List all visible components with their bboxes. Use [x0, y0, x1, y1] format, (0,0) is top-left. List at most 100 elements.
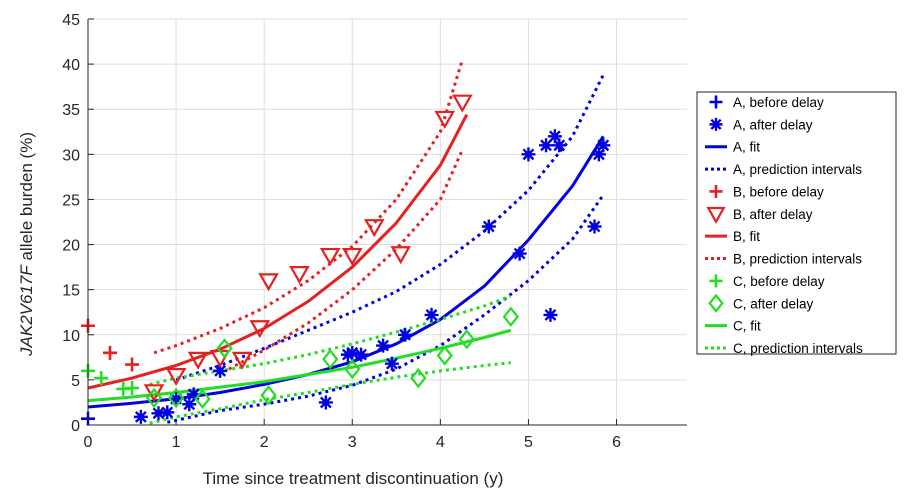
- data-point: [249, 320, 271, 339]
- data-point: [194, 388, 211, 409]
- legend-item: A, before delay: [709, 95, 824, 110]
- prediction-interval-lower: [149, 361, 511, 425]
- legend-label: A, prediction intervals: [733, 162, 862, 177]
- data-point: [341, 247, 363, 266]
- legend-item: B, after delay: [706, 206, 813, 224]
- data-point: [145, 387, 163, 409]
- legend-label: C, fit: [733, 319, 761, 334]
- data-point: [539, 138, 554, 153]
- legend-item: A, prediction intervals: [705, 162, 862, 177]
- data-point: [552, 138, 567, 153]
- data-point: [502, 306, 519, 327]
- data-point: [410, 367, 427, 389]
- legend-swatch: [709, 117, 723, 131]
- legend-item: B, prediction intervals: [705, 252, 862, 267]
- y-tick-label: 35: [62, 102, 80, 119]
- legend-item: B, fit: [705, 229, 760, 244]
- data-point: [182, 397, 197, 412]
- legend-item: C, fit: [705, 319, 761, 334]
- legend-swatch: [706, 206, 726, 224]
- legend-swatch: [709, 274, 723, 288]
- data-point: [289, 266, 310, 285]
- y-axis-label-rest: allele burden (%): [17, 132, 36, 265]
- data-point: [318, 395, 333, 410]
- data-point: [213, 363, 228, 378]
- data-point: [376, 338, 391, 353]
- data-point: [481, 219, 496, 234]
- data-point: [398, 327, 413, 342]
- legend-label: A, fit: [733, 140, 760, 155]
- data-point: [354, 347, 369, 362]
- prediction-interval-lower: [166, 194, 605, 424]
- data-point: [436, 345, 453, 366]
- data-point: [596, 138, 611, 153]
- data-point: [169, 391, 184, 406]
- y-tick-label: 15: [62, 283, 80, 300]
- x-tick-label: 1: [172, 434, 181, 451]
- x-axis-label: Time since treatment discontinuation (y): [203, 469, 504, 488]
- data-point: [547, 129, 562, 144]
- legend-label: C, after delay: [733, 296, 814, 311]
- data-point: [260, 385, 277, 406]
- data-point: [186, 387, 201, 402]
- data-point: [160, 405, 175, 420]
- data-point: [424, 307, 439, 322]
- data-point: [319, 247, 341, 266]
- data-point: [258, 273, 279, 292]
- data-point: [344, 358, 361, 380]
- data-point: [216, 338, 233, 359]
- data-point: [363, 219, 385, 238]
- y-tick-label: 40: [62, 57, 80, 74]
- plot-area: [88, 19, 687, 425]
- y-tick-label: 45: [62, 12, 80, 29]
- data-point: [322, 348, 339, 370]
- data-point: [143, 384, 165, 403]
- prediction-interval-upper: [153, 59, 464, 355]
- legend-item: C, prediction intervals: [705, 341, 863, 356]
- data-point: [165, 367, 187, 386]
- x-tick-label: 5: [524, 434, 533, 451]
- data-point: [125, 381, 140, 396]
- data-point: [591, 147, 606, 162]
- legend-item: B, before delay: [709, 184, 824, 199]
- x-tick-label: 6: [612, 434, 621, 451]
- x-tick-label: 4: [436, 434, 445, 451]
- legend-item: A, fit: [705, 140, 760, 155]
- legend-label: B, after delay: [733, 207, 813, 222]
- data-point: [458, 329, 475, 350]
- data-point: [390, 246, 412, 265]
- y-tick-label: 0: [71, 418, 80, 435]
- series-B-pi: [153, 59, 464, 371]
- x-tick-label: 0: [84, 434, 93, 451]
- legend-label: C, before delay: [733, 274, 825, 289]
- y-axis-label: JAK2V617F allele burden (%): [17, 132, 36, 357]
- prediction-interval-lower: [228, 149, 464, 371]
- series-C-diamond: [145, 306, 519, 409]
- legend: A, before delay A, after delay A, fit A, pr…: [696, 91, 897, 356]
- data-point: [452, 94, 473, 113]
- data-point: [512, 246, 527, 261]
- legend-label: C, prediction intervals: [733, 341, 863, 356]
- x-tick-label: 3: [348, 434, 357, 451]
- data-point: [231, 351, 253, 370]
- data-point: [340, 347, 355, 362]
- y-tick-label: 5: [71, 373, 80, 390]
- y-tick-label: 10: [62, 328, 80, 345]
- fit-line: [87, 113, 469, 390]
- series-B-triangle: [143, 94, 473, 403]
- series-B-fit: [87, 113, 469, 390]
- grid: [87, 18, 687, 426]
- fit-line: [87, 328, 512, 403]
- legend-label: B, prediction intervals: [733, 252, 862, 267]
- legend-swatch: [708, 293, 724, 313]
- data-point: [187, 351, 209, 370]
- data-point: [167, 387, 185, 409]
- y-tick-label: 25: [62, 192, 80, 209]
- data-point: [587, 219, 602, 234]
- data-point: [521, 147, 536, 162]
- data-point: [151, 406, 166, 421]
- data-point: [434, 110, 456, 129]
- data-point: [384, 356, 399, 371]
- data-point: [345, 345, 360, 360]
